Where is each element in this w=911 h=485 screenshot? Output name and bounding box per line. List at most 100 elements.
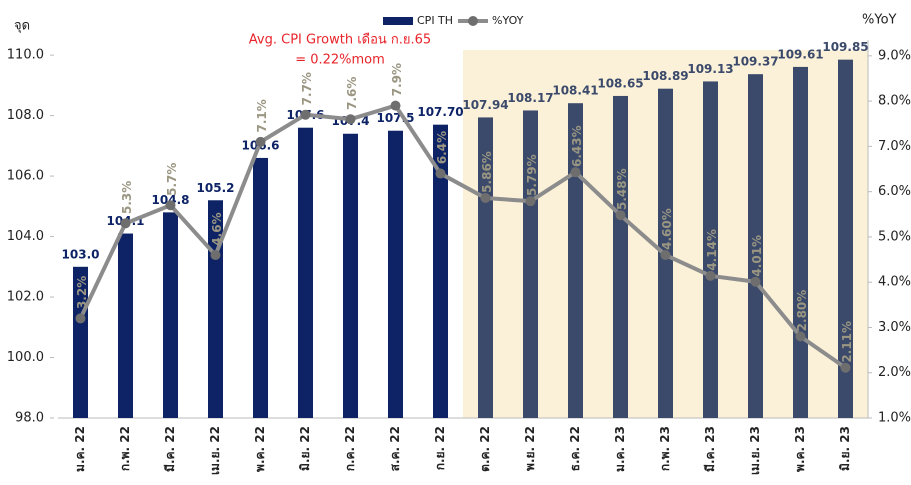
y-tick-label: 110.0: [7, 48, 44, 63]
bar-value-label: 108.65: [597, 76, 643, 90]
legend-label: CPI TH: [417, 14, 453, 27]
line-value-label: 4.01%: [750, 235, 764, 277]
y2-tick-label: 5.0%: [878, 229, 911, 244]
line-value-label: 7.7%: [300, 72, 314, 105]
y2-tick-label: 4.0%: [878, 275, 911, 290]
bar: [253, 157, 268, 418]
x-tick-label: ก.ย. 22: [433, 426, 447, 470]
line: [78, 103, 847, 370]
line-marker: [570, 167, 581, 178]
y-tick-label: 104.0: [7, 229, 44, 244]
y-axis-label: จุด: [14, 19, 30, 34]
y2-tick-label: 1.0%: [878, 411, 911, 426]
x-tick-label: ม.ค. 23: [613, 426, 627, 472]
bar: [613, 95, 628, 418]
line-marker: [120, 218, 131, 229]
x-tick-label: ก.ค. 22: [343, 426, 357, 471]
bar-value-label: 108.17: [507, 91, 553, 105]
line-marker: [840, 362, 851, 373]
x-tick-label: ต.ค. 22: [478, 426, 492, 472]
bar: [523, 110, 538, 418]
x-tick-label: ส.ค. 22: [388, 426, 402, 471]
line-marker: [210, 250, 221, 261]
line-marker: [390, 100, 401, 111]
line-marker: [660, 250, 671, 261]
line-value-label: 2.11%: [840, 321, 854, 363]
line-marker: [345, 114, 356, 125]
y-tick-label: 98.0: [15, 411, 44, 426]
bar-value-label: 108.41: [552, 84, 598, 98]
annotation: Avg. CPI Growth เดือน ก.ย.65: [249, 32, 431, 48]
line-value-label: 6.43%: [570, 125, 584, 167]
bar: [478, 117, 493, 418]
line-marker: [435, 168, 446, 179]
legend-swatch: [468, 16, 478, 26]
x-tick-label: เม.ย. 22: [208, 426, 222, 475]
line-marker: [705, 270, 716, 281]
x-tick-label: มิ.ย. 23: [838, 426, 852, 471]
x-tick-label: มี.ค. 22: [163, 426, 177, 472]
line-value-label: 7.1%: [255, 99, 269, 132]
bar: [838, 59, 853, 418]
bar-value-label: 107.70: [417, 105, 463, 119]
y-tick-label: 108.0: [7, 108, 44, 123]
bar: [73, 266, 88, 418]
line-marker: [795, 331, 806, 342]
bar: [793, 66, 808, 418]
y2-tick-label: 7.0%: [878, 139, 911, 154]
bar-value-label: 109.85: [822, 40, 868, 54]
x-tick-label: ม.ค. 22: [73, 426, 87, 472]
line-marker: [525, 196, 536, 207]
y2-tick-label: 9.0%: [878, 48, 911, 63]
line-value-label: 5.79%: [525, 154, 539, 196]
line-marker: [300, 109, 311, 120]
line-value-label: 5.7%: [165, 163, 179, 196]
line-value-label: 7.6%: [345, 77, 359, 110]
line-marker: [615, 210, 626, 221]
y2-tick-label: 3.0%: [878, 320, 911, 335]
line-value-label: 4.6%: [210, 212, 224, 245]
annotation: = 0.22%mom: [295, 53, 385, 68]
line-value-label: 4.14%: [705, 229, 719, 271]
bar: [343, 133, 358, 418]
bar-value-label: 108.89: [642, 69, 688, 83]
line-marker: [255, 136, 266, 147]
bar: [703, 81, 718, 418]
line-value-label: 2.80%: [795, 290, 809, 332]
y-tick-label: 102.0: [7, 290, 44, 305]
line-marker: [480, 192, 491, 203]
bar-value-label: 109.37: [732, 55, 778, 69]
bar: [298, 127, 313, 419]
y-tick-label: 106.0: [7, 169, 44, 184]
x-tick-label: ธ.ค. 22: [568, 426, 582, 471]
bar: [388, 130, 403, 418]
bar: [163, 212, 178, 418]
bar-value-label: 109.13: [687, 62, 733, 76]
line-value-label: 7.9%: [390, 63, 404, 96]
line-value-label: 4.60%: [660, 208, 674, 250]
bar: [433, 124, 448, 418]
line-marker: [165, 200, 176, 211]
bar: [118, 233, 133, 418]
y-tick-label: 100.0: [7, 350, 44, 365]
x-tick-label: มิ.ย. 22: [298, 426, 312, 471]
x-tick-label: เม.ย. 23: [748, 426, 762, 475]
bar-value-label: 104.8: [152, 193, 190, 207]
x-tick-label: พ.ค. 23: [793, 426, 807, 472]
line-value-label: 5.3%: [120, 181, 134, 214]
line-marker: [75, 313, 86, 324]
line-value-label: 3.2%: [75, 276, 89, 309]
bar: [568, 103, 583, 418]
x-tick-label: พ.ค. 22: [253, 426, 267, 472]
y2-axis-label: %YoY: [862, 13, 897, 28]
x-tick-label: ก.พ. 22: [118, 426, 132, 471]
x-tick-label: มี.ค. 23: [703, 426, 717, 472]
y2-tick-label: 2.0%: [878, 365, 911, 380]
bar-value-label: 103.0: [62, 247, 100, 261]
legend-swatch: [383, 17, 413, 25]
line-value-label: 5.86%: [480, 151, 494, 193]
bar-value-label: 105.2: [197, 181, 235, 195]
y2-tick-label: 8.0%: [878, 94, 911, 109]
bar-value-label: 107.94: [462, 98, 508, 112]
